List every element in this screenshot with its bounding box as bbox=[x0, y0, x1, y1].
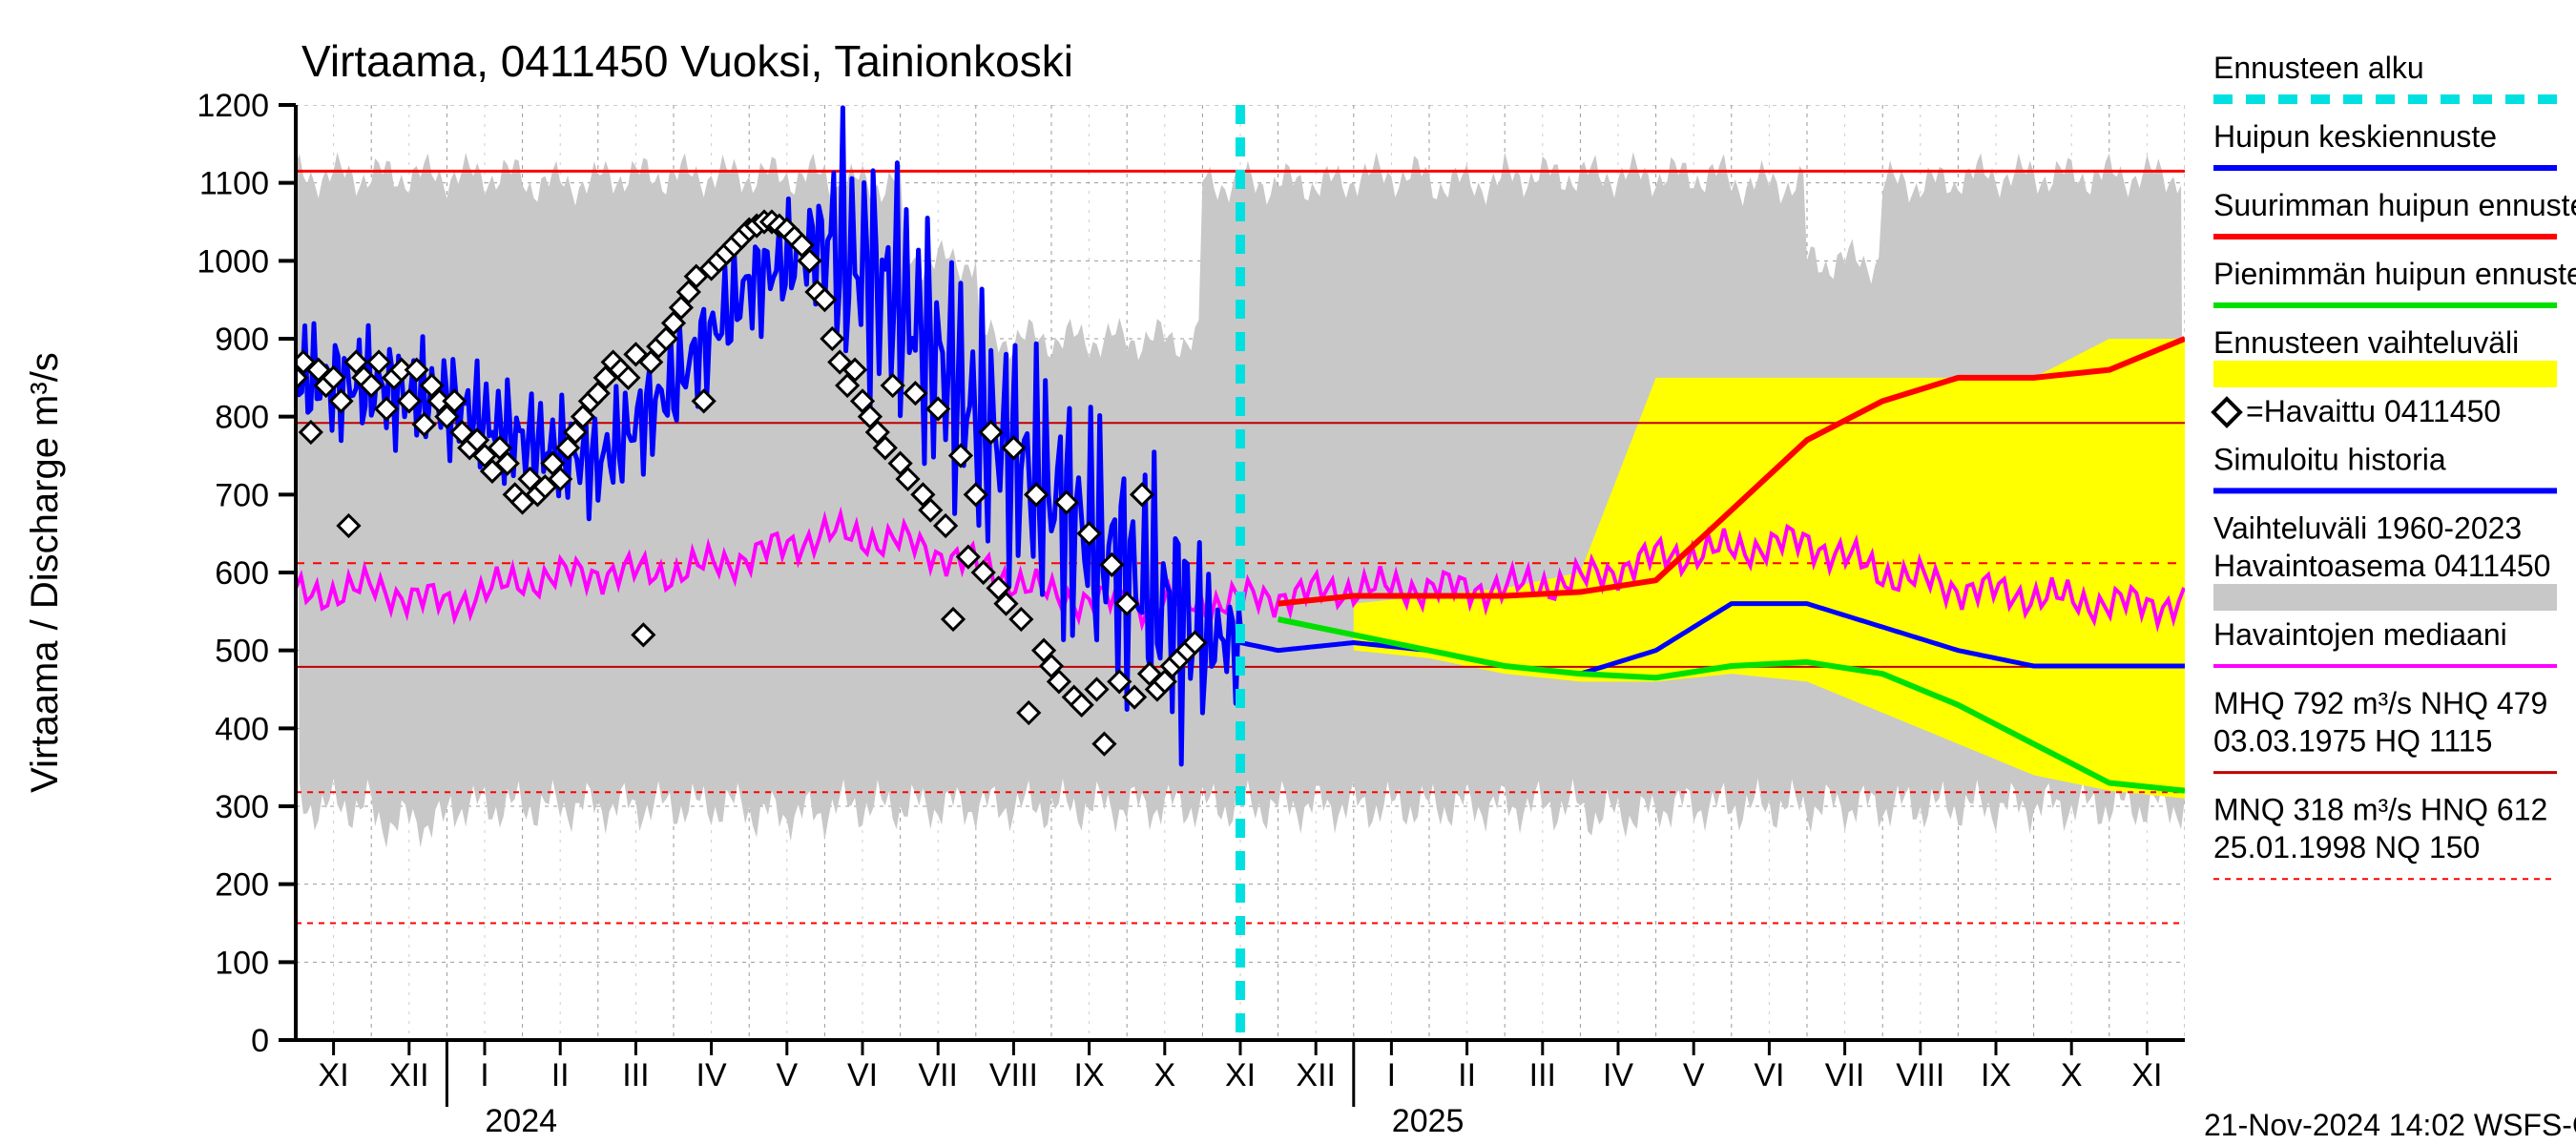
x-month-label: I bbox=[1387, 1057, 1396, 1093]
x-month-label: II bbox=[551, 1057, 570, 1093]
y-tick-label: 100 bbox=[215, 945, 269, 981]
x-month-label: XI bbox=[1225, 1057, 1256, 1093]
x-month-label: VIII bbox=[989, 1057, 1038, 1093]
y-axis-label: Virtaama / Discharge m³/s bbox=[24, 352, 66, 793]
y-tick-label: 600 bbox=[215, 555, 269, 592]
chart-title: Virtaama, 0411450 Vuoksi, Tainionkoski bbox=[301, 36, 1073, 86]
x-month-label: VII bbox=[918, 1057, 958, 1093]
x-month-label: V bbox=[776, 1057, 798, 1093]
legend-label: =Havaittu 0411450 bbox=[2246, 394, 2501, 428]
y-tick-label: 0 bbox=[251, 1023, 269, 1059]
y-tick-label: 300 bbox=[215, 789, 269, 825]
x-month-label: IV bbox=[696, 1057, 727, 1093]
legend-swatch bbox=[2213, 361, 2557, 387]
y-tick-label: 900 bbox=[215, 322, 269, 358]
legend-label: Ennusteen alku bbox=[2213, 51, 2424, 85]
legend-label: Havaintoasema 0411450 bbox=[2213, 549, 2550, 583]
legend-label: Simuloitu historia bbox=[2213, 442, 2446, 476]
x-month-label: I bbox=[480, 1057, 488, 1093]
legend-label: MHQ 792 m³/s NHQ 479 bbox=[2213, 686, 2547, 720]
y-tick-label: 200 bbox=[215, 867, 269, 904]
legend-swatch bbox=[2213, 584, 2557, 611]
x-year-label: 2024 bbox=[485, 1103, 557, 1139]
x-month-label: XI bbox=[319, 1057, 349, 1093]
legend-label: 03.03.1975 HQ 1115 bbox=[2213, 724, 2492, 759]
x-month-label: IV bbox=[1603, 1057, 1633, 1093]
x-month-label: X bbox=[1153, 1057, 1175, 1093]
y-tick-label: 500 bbox=[215, 634, 269, 670]
x-month-label: II bbox=[1458, 1057, 1476, 1093]
legend-label: Huipun keskiennuste bbox=[2213, 119, 2497, 154]
x-month-label: VIII bbox=[1896, 1057, 1944, 1093]
x-month-label: V bbox=[1683, 1057, 1705, 1093]
x-month-label: X bbox=[2061, 1057, 2083, 1093]
chart-svg: 0 100 200 300 400 500 600 700 800 900 1000 1100 1200… bbox=[0, 0, 2576, 1145]
legend-label: 25.01.1998 NQ 150 bbox=[2213, 830, 2480, 864]
y-tick-label: 400 bbox=[215, 711, 269, 747]
x-month-label: III bbox=[1529, 1057, 1556, 1093]
chart-footer: 21-Nov-2024 14:02 WSFS-O bbox=[2204, 1108, 2576, 1142]
x-month-label: IX bbox=[1074, 1057, 1105, 1093]
y-tick-label: 800 bbox=[215, 400, 269, 436]
legend-label: Suurimman huipun ennuste bbox=[2213, 188, 2576, 222]
x-month-label: VI bbox=[847, 1057, 878, 1093]
y-tick-label: 700 bbox=[215, 477, 269, 513]
x-month-label: VI bbox=[1754, 1057, 1784, 1093]
legend-label: Havaintojen mediaani bbox=[2213, 617, 2507, 652]
legend-label: Ennusteen vaihteluväli bbox=[2213, 325, 2519, 360]
legend-label: Pienimmän huipun ennuste bbox=[2213, 257, 2576, 291]
x-month-label: XII bbox=[389, 1057, 429, 1093]
x-month-label: VII bbox=[1825, 1057, 1865, 1093]
y-tick-label: 1200 bbox=[197, 88, 269, 124]
x-year-label: 2025 bbox=[1392, 1103, 1465, 1139]
y-tick-label: 1100 bbox=[199, 166, 269, 202]
legend-label: Vaihteluväli 1960-2023 bbox=[2213, 510, 2522, 545]
y-tick-label: 1000 bbox=[197, 243, 269, 280]
x-month-label: III bbox=[622, 1057, 649, 1093]
x-month-label: IX bbox=[1981, 1057, 2011, 1093]
legend-label: MNQ 318 m³/s HNQ 612 bbox=[2213, 793, 2547, 827]
x-month-label: XII bbox=[1296, 1057, 1336, 1093]
x-month-label: XI bbox=[2131, 1057, 2162, 1093]
discharge-forecast-chart: 0 100 200 300 400 500 600 700 800 900 1000 1100 1200… bbox=[0, 0, 2576, 1145]
